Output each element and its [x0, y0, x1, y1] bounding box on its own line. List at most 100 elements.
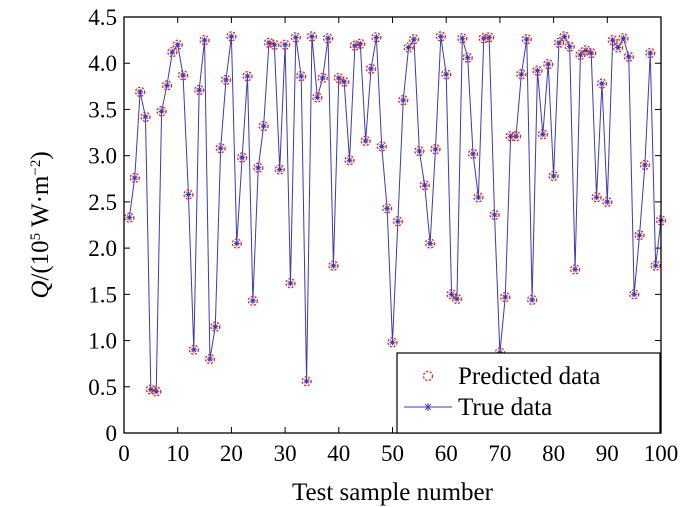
true-data-point — [217, 145, 224, 152]
predicted-data-point — [403, 42, 414, 53]
predicted-data-point — [559, 31, 570, 42]
true-data-point — [443, 71, 450, 78]
true-data-point — [368, 65, 375, 72]
predicted-data-point — [537, 129, 549, 140]
predicted-data-point — [532, 65, 543, 76]
y-label-unit-exponent: −2 — [28, 160, 44, 176]
predicted-data-point — [414, 145, 425, 157]
true-data-point — [314, 94, 321, 101]
true-data-point — [260, 123, 267, 130]
true-data-point — [147, 386, 154, 393]
x-tick-label: 20 — [220, 441, 243, 466]
y-tick-label: 2.5 — [88, 190, 117, 215]
legend: Predicted data True data — [396, 352, 661, 434]
true-data-point — [464, 54, 471, 61]
true-data-point — [276, 166, 283, 173]
true-data-point — [641, 161, 648, 168]
predicted-data-point — [580, 45, 591, 56]
x-tick-label: 90 — [596, 441, 619, 466]
true-data-series — [126, 33, 664, 395]
true-data-point — [292, 34, 299, 41]
predicted-data-point — [467, 148, 479, 159]
y-tick-label: 3.5 — [88, 97, 117, 122]
predicted-data-point — [172, 39, 183, 50]
true-data-line — [128, 35, 662, 393]
predicted-data-point — [612, 42, 624, 53]
predicted-data-point — [134, 86, 146, 98]
predicted-data-point — [161, 80, 173, 91]
predicted-data-point — [188, 344, 199, 355]
true-data-point — [206, 356, 213, 363]
predicted-data-point — [344, 155, 355, 166]
predicted-data-point — [457, 33, 468, 44]
true-data-point — [298, 73, 305, 80]
true-data-point — [545, 61, 552, 68]
legend-predicted-marker — [422, 370, 434, 382]
true-data-point — [598, 80, 605, 87]
predicted-data-point — [156, 106, 167, 117]
legend-predicted-label: Predicted data — [458, 363, 600, 390]
predicted-data-point — [381, 203, 393, 214]
true-data-point — [555, 39, 562, 46]
true-data-point — [566, 43, 573, 50]
true-data-point — [330, 262, 337, 269]
y-tick-label: 1.0 — [88, 329, 117, 354]
true-data-point — [561, 33, 568, 40]
predicted-data-point — [258, 120, 269, 132]
true-data-point — [453, 295, 460, 302]
true-data-point — [470, 150, 477, 157]
predicted-data-point — [371, 32, 382, 43]
predicted-data-point — [591, 192, 602, 203]
predicted-data-point — [269, 39, 280, 50]
y-tick-label: 2.0 — [88, 236, 117, 261]
predicted-data-point — [312, 92, 323, 103]
legend-true-marker — [424, 403, 432, 411]
y-label-open: /(10 — [27, 240, 54, 280]
true-data-point — [325, 35, 332, 42]
true-data-point — [593, 194, 600, 201]
x-tick-label: 80 — [542, 441, 565, 466]
predicted-data-point — [478, 33, 489, 44]
x-tick-label: 60 — [435, 441, 458, 466]
x-tick-label: 50 — [381, 441, 404, 466]
true-data-point — [319, 75, 326, 82]
true-data-point — [223, 76, 230, 83]
predicted-data-point — [285, 278, 296, 289]
predicted-data-point — [355, 38, 366, 49]
legend-star-glyph — [424, 403, 432, 411]
predicted-data-point — [451, 293, 463, 305]
true-data-point — [351, 42, 358, 49]
predicted-data-point — [296, 71, 307, 82]
predicted-data-point — [516, 69, 527, 80]
true-data-point — [389, 339, 396, 346]
predicted-data-point — [328, 260, 339, 271]
x-tick-label: 10 — [166, 441, 189, 466]
true-data-point — [212, 323, 219, 330]
predicted-data-point — [629, 289, 640, 300]
y-label-exponent: 5 — [28, 233, 44, 241]
true-data-point — [201, 37, 208, 44]
true-data-point — [475, 194, 482, 201]
true-data-point — [169, 49, 176, 56]
true-data-point — [341, 78, 348, 85]
predicted-data-point — [424, 238, 436, 249]
true-data-point — [437, 33, 444, 40]
predicted-data-point — [360, 135, 371, 147]
legend-true-label: True data — [458, 394, 552, 421]
plot-frame — [123, 16, 662, 434]
predicted-data-point — [408, 34, 420, 45]
true-data-point — [421, 182, 428, 189]
predicted-data-point — [199, 34, 210, 46]
true-data-point — [378, 143, 385, 150]
predicted-data-point — [623, 51, 634, 62]
predicted-data-point — [435, 31, 446, 42]
predicted-data-point — [194, 84, 205, 96]
true-data-point — [410, 36, 417, 43]
true-data-point — [620, 35, 627, 42]
true-data-point — [459, 35, 466, 42]
true-data-point — [282, 41, 289, 48]
predicted-data-point — [322, 33, 334, 44]
true-data-point — [534, 67, 541, 74]
predicted-data-point — [124, 212, 135, 223]
true-data-point — [228, 33, 235, 40]
